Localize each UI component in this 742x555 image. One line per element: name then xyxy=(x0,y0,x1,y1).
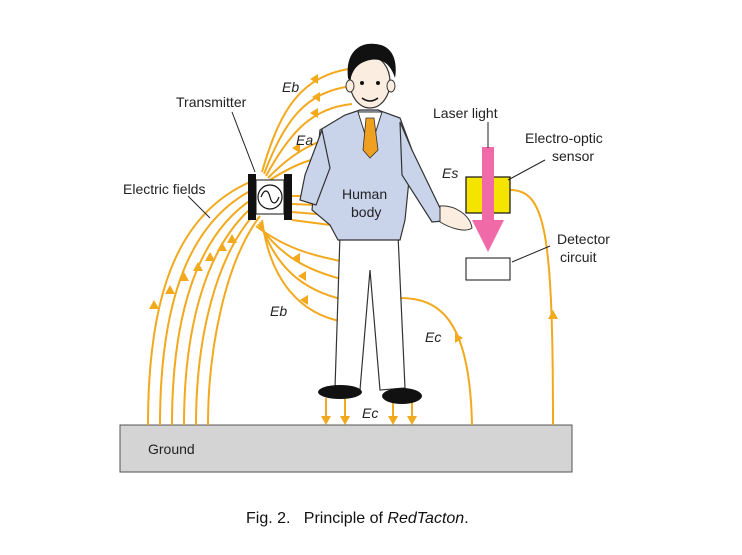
field-label-ec-bottom: Ec xyxy=(362,405,378,421)
transmitter-label: Transmitter xyxy=(176,94,247,110)
caption-prefix: Fig. 2. Principle of xyxy=(246,510,387,527)
left-ear xyxy=(345,79,355,93)
right-shoe xyxy=(382,388,422,404)
detector-circuit-box xyxy=(465,257,511,281)
electro-optic-label-line1: Electro-optic xyxy=(525,130,603,146)
detector-label-line1: Detector xyxy=(557,231,610,247)
electric-field-lines-ec xyxy=(399,189,558,426)
trousers xyxy=(334,234,406,391)
transmitter xyxy=(248,174,292,220)
human-figure xyxy=(299,43,473,404)
right-ear xyxy=(386,79,396,93)
ground-label: Ground xyxy=(148,441,195,457)
caption-name: RedTacton xyxy=(387,510,464,527)
electric-field-lines-upper xyxy=(261,67,356,181)
left-shoe xyxy=(318,385,362,399)
field-label-ea: Ea xyxy=(296,132,313,148)
hair xyxy=(347,43,396,82)
laser-arrow xyxy=(472,147,504,252)
electric-field-lines-lower xyxy=(255,219,346,323)
field-label-ec-right: Ec xyxy=(425,329,441,345)
caption-suffix: . xyxy=(464,510,468,527)
sine-wave-icon xyxy=(260,190,280,204)
tie xyxy=(362,117,379,159)
field-label-eb-top: Eb xyxy=(282,79,299,95)
electric-field-lines-left xyxy=(147,181,261,426)
detector-label-line2: circuit xyxy=(560,249,597,265)
ground-slab xyxy=(119,424,573,473)
electro-optic-label-line2: sensor xyxy=(552,148,594,164)
field-label-eb-bottom: Eb xyxy=(270,303,287,319)
figure-caption: Fig. 2. Principle of RedTacton. xyxy=(246,510,469,527)
human-body-label-line1: Human xyxy=(342,186,387,202)
electric-fields-label: Electric fields xyxy=(123,181,205,197)
field-label-es: Es xyxy=(442,165,458,181)
human-body-label-line2: body xyxy=(351,204,381,220)
right-hand xyxy=(439,205,473,231)
laser-light-label: Laser light xyxy=(433,105,498,121)
left-arm xyxy=(299,127,331,206)
